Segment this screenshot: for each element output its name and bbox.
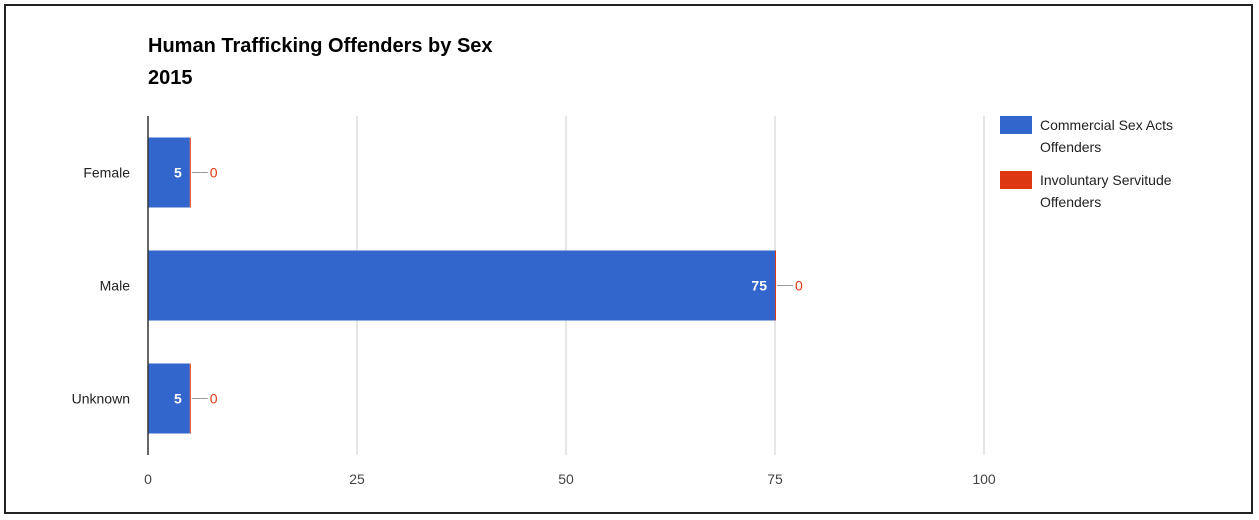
chart-subtitle: 2015 <box>148 67 193 89</box>
bar-commercial-female <box>148 137 190 208</box>
bar-commercial-unknown <box>148 363 190 434</box>
legend-label-commercial-line-1: Commercial Sex Acts <box>1040 117 1173 133</box>
x-tick-label-75: 75 <box>767 471 783 487</box>
legend-swatch-involuntary <box>1000 171 1032 189</box>
legend-label-involuntary-line-1: Involuntary Servitude <box>1040 172 1172 188</box>
chart-title: Human Trafficking Offenders by Sex <box>148 35 493 57</box>
x-tick-label-25: 25 <box>349 471 365 487</box>
category-label-male: Male <box>100 278 131 294</box>
x-tick-label-100: 100 <box>972 471 996 487</box>
data-label-commercial-female: 5 <box>174 165 182 181</box>
bar-involuntary-male <box>775 250 776 321</box>
category-label-unknown: Unknown <box>72 391 130 407</box>
legend-label-involuntary-line-2: Offenders <box>1040 194 1101 210</box>
data-label-commercial-male: 75 <box>751 278 767 294</box>
data-label-involuntary-unknown: 0 <box>210 391 218 407</box>
bars: 5 0 75 0 5 0 <box>148 137 803 434</box>
category-label-female: Female <box>83 165 130 181</box>
bar-commercial-male <box>148 250 775 321</box>
legend-swatch-commercial <box>1000 116 1032 134</box>
data-label-involuntary-male: 0 <box>795 278 803 294</box>
data-label-involuntary-female: 0 <box>210 165 218 181</box>
bar-involuntary-female <box>189 137 191 208</box>
bar-involuntary-unknown <box>189 363 191 434</box>
legend-label-commercial-line-2: Offenders <box>1040 139 1101 155</box>
x-tick-label-50: 50 <box>558 471 574 487</box>
legend: Commercial Sex Acts Offenders Involuntary … <box>1000 116 1173 210</box>
x-tick-label-0: 0 <box>144 471 152 487</box>
data-label-commercial-unknown: 5 <box>174 391 182 407</box>
